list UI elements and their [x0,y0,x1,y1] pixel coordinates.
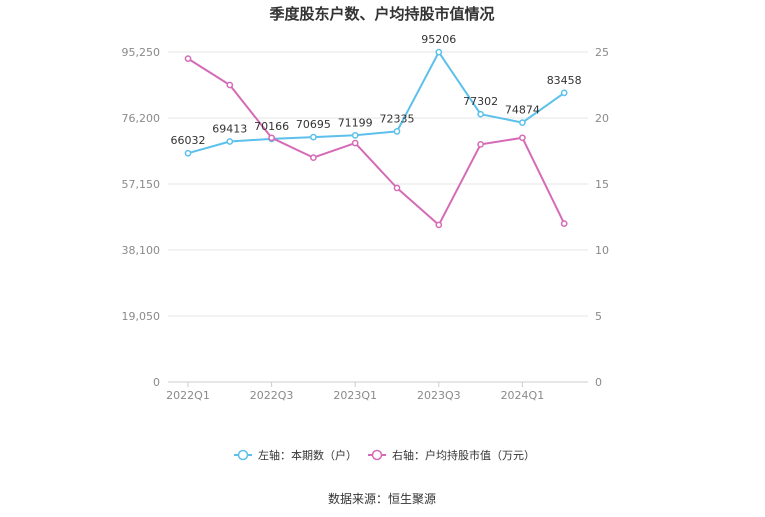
right-axis-tick-label: 10 [595,244,609,257]
legend-label-2: 右轴：户均持股市值（万元） [392,448,535,462]
right-axis-tick-label: 15 [595,178,609,191]
series-2-point [519,134,526,142]
legend-label-1: 左轴：本期数（户） [258,448,357,462]
left-axis-tick-label: 0 [153,376,160,389]
legend-marker-1 [237,449,249,461]
left-axis-tick-label: 38,100 [122,244,161,257]
data-label: 95206 [421,33,456,46]
series-1-point [310,133,317,141]
series-2-point [226,81,234,89]
series-line-1 [187,51,565,155]
data-label: 71199 [338,116,373,129]
legend: 左轴：本期数（户） 右轴：户均持股市值（万元） [234,448,535,462]
x-axis-tick-label: 2024Q1 [501,389,545,402]
data-label: 70166 [254,120,289,133]
right-axis-tick-label: 0 [595,376,602,389]
left-axis-tick-label: 95,250 [122,46,161,59]
right-axis-tick-label: 20 [595,112,609,125]
gridlines [168,51,588,317]
data-labels: 66032 69413 70166 70695 71199 72335 95206 77302… [171,33,582,147]
left-axis-tick-label: 57,150 [122,178,161,191]
legend-marker-2 [371,449,383,461]
series-2-point [351,139,359,147]
series-2-point [268,134,275,142]
chart-title: 季度股东户数、户均持股市值情况 [269,5,494,23]
axes: 019,05038,10057,15076,20095,250051015202… [122,46,610,402]
series-1-point [351,131,359,139]
series-layer [184,48,568,229]
right-axis-tick-label: 5 [595,310,602,323]
data-label: 74874 [505,104,540,117]
right-axis-tick-label: 25 [595,46,609,59]
x-axis-tick-label: 2022Q3 [250,389,294,402]
x-axis-tick-label: 2022Q1 [166,389,210,402]
series-1-point [393,128,401,135]
data-label: 66032 [171,134,206,147]
series-1-point [184,149,192,157]
data-label: 72335 [380,112,415,125]
series-2-point [310,154,317,161]
series-1-point [226,138,234,145]
series-line-2 [187,57,566,226]
series-2-point [393,184,401,192]
series-1-point [519,119,526,126]
series-2-point [435,221,443,229]
series-1-point [435,48,443,56]
data-label: 70695 [296,118,331,131]
series-1-point [560,89,568,97]
data-label: 83458 [547,74,582,87]
series-2-point [184,55,192,62]
series-2-point [560,220,568,227]
data-label: 77302 [463,95,498,108]
data-label: 69413 [212,123,247,136]
left-axis-tick-label: 76,200 [122,112,161,125]
x-axis-tick-label: 2023Q3 [417,389,461,402]
left-axis-tick-label: 19,050 [122,310,161,323]
series-1-point [477,110,484,118]
x-axis-tick-label: 2023Q1 [333,389,377,402]
series-2-point [477,141,484,148]
source-note: 数据来源：恒生聚源 [328,491,436,506]
